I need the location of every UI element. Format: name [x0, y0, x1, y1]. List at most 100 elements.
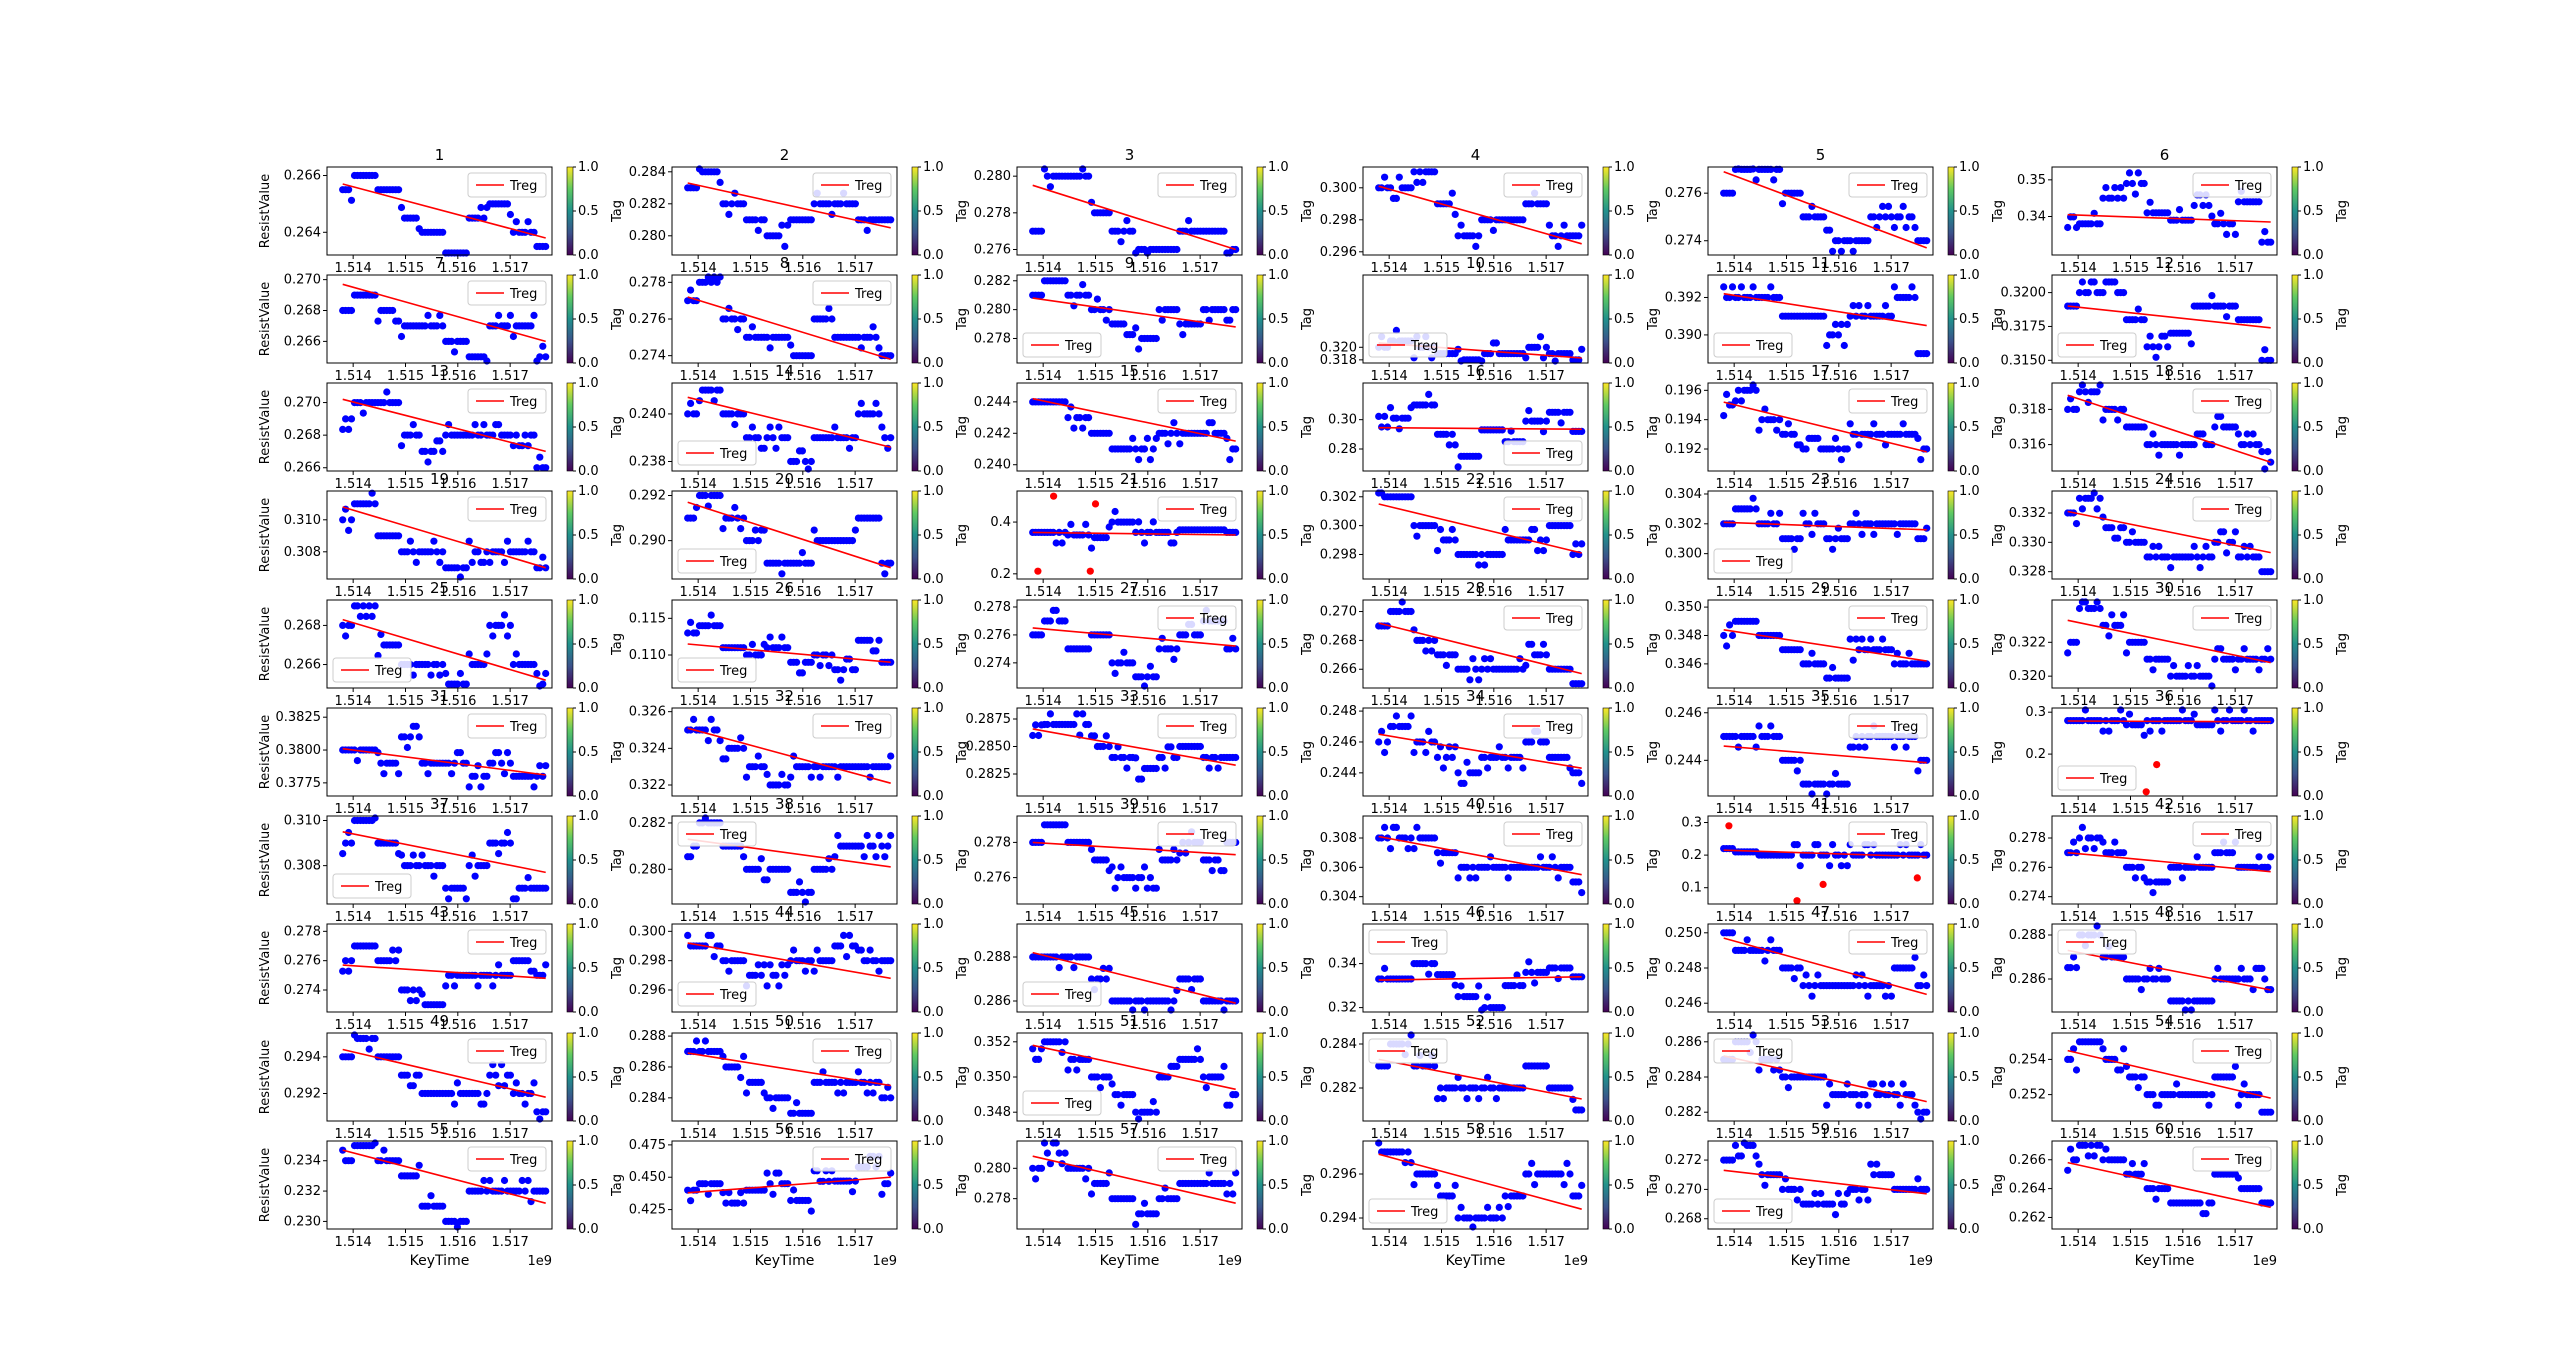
x-tick-label: 1.514 [1371, 369, 1408, 384]
data-point [875, 514, 883, 522]
y-tick-label: 0.306 [1320, 860, 1357, 875]
data-point [2261, 228, 2269, 236]
colorbar-tick-label: 0.5 [2303, 961, 2324, 976]
data-point [825, 304, 833, 312]
subplot-title: 20 [775, 470, 794, 488]
x-tick-label: 1.515 [732, 910, 769, 925]
subplot-title: 44 [775, 903, 794, 921]
data-point [1413, 178, 1421, 186]
y-tick-label: 0.346 [1665, 657, 1702, 672]
colorbar-tick-label: 0.5 [1959, 853, 1980, 868]
data-point [2178, 706, 2186, 714]
data-point [748, 323, 757, 331]
y-tick-label: 0.2825 [966, 767, 1012, 782]
data-point [389, 306, 397, 315]
y-tick-label: 0.274 [974, 656, 1011, 671]
data-point [489, 632, 497, 640]
data-point [1167, 1006, 1175, 1014]
subplot-title: 39 [1120, 795, 1139, 813]
data-point [2155, 343, 2163, 351]
colorbar-tick-label: 0.0 [1614, 681, 1635, 696]
y-tick-label: 0.266 [1320, 662, 1357, 677]
y-tick-label: 0.286 [974, 994, 1011, 1009]
data-point [1404, 722, 1412, 731]
anomaly-point [1725, 822, 1733, 830]
data-point [1043, 172, 1051, 180]
data-point [1155, 306, 1163, 314]
data-point [1214, 856, 1222, 864]
data-point [875, 636, 883, 644]
x-tick-label: 1.514 [680, 477, 717, 492]
y-tick-label: 0.322 [2009, 635, 2046, 650]
data-point [2105, 632, 2113, 640]
x-tick-label: 1.516 [1129, 369, 1166, 384]
data-point [2202, 542, 2210, 551]
x-tick-label: 1.516 [2164, 261, 2201, 276]
data-point [503, 749, 512, 757]
data-point [1132, 884, 1140, 892]
data-point [778, 221, 786, 229]
scatter-series-tag0 [684, 386, 895, 473]
data-point [1167, 743, 1175, 751]
data-point [1814, 971, 1822, 979]
colorbar-label: Tag [610, 308, 625, 331]
data-point [1843, 674, 1851, 682]
data-point [2122, 179, 2131, 188]
x-tick-label: 1.514 [1025, 1018, 1062, 1033]
data-point [857, 842, 865, 850]
colorbar-label: Tag [1646, 416, 1661, 439]
data-point [456, 669, 464, 678]
data-point [503, 322, 512, 330]
data-point [2223, 549, 2231, 557]
data-point [2078, 505, 2086, 513]
y-tick-label: 0.324 [629, 741, 666, 756]
data-point [2258, 964, 2266, 973]
axes-frame [1362, 166, 1589, 256]
data-point [539, 680, 547, 688]
data-point [2208, 553, 2216, 561]
x-tick-label: 1.517 [1182, 261, 1219, 276]
data-point [2137, 986, 2145, 994]
colorbar-label: Tag [1646, 200, 1661, 223]
subplot-title: 34 [1466, 687, 1485, 705]
data-point [2217, 209, 2225, 217]
data-point [1226, 316, 1234, 324]
regression-line-treg [1378, 733, 1582, 769]
data-point [1431, 401, 1439, 409]
scatter-series-tag0 [2064, 169, 2275, 246]
x-tick-label: 1.517 [1528, 1018, 1565, 1033]
data-point [1808, 992, 1816, 1000]
data-point [2128, 528, 2136, 536]
data-point [740, 1052, 748, 1060]
data-point [1498, 426, 1506, 434]
data-point [506, 1071, 514, 1079]
data-point [845, 931, 854, 940]
data-point [1881, 213, 1890, 221]
data-point [506, 431, 514, 439]
colorbar-tick-label: 0.5 [1959, 745, 1980, 760]
y-tick-label: 0.244 [1320, 766, 1357, 781]
legend-label: Treg [2234, 179, 2262, 194]
colorbar-tick-label: 1.0 [1614, 701, 1635, 716]
colorbar-tick-label: 1.0 [1959, 809, 1980, 824]
data-point [1498, 550, 1506, 559]
data-point [807, 352, 815, 360]
data-point [1578, 889, 1586, 897]
data-point [477, 783, 485, 791]
data-point [810, 967, 818, 975]
x-tick-label: 1.514 [2060, 369, 2097, 384]
data-point [807, 888, 815, 897]
regression-line-treg [342, 398, 546, 453]
data-point [1425, 970, 1433, 978]
data-point [2111, 838, 2119, 846]
x-tick-label: 1.517 [837, 585, 874, 600]
colorbar-gradient [911, 707, 919, 797]
x-tick-label: 1.514 [335, 261, 372, 276]
data-point [775, 423, 783, 431]
data-point [1085, 172, 1093, 180]
y-tick-label: 0.278 [284, 924, 321, 939]
data-point [1058, 539, 1066, 547]
